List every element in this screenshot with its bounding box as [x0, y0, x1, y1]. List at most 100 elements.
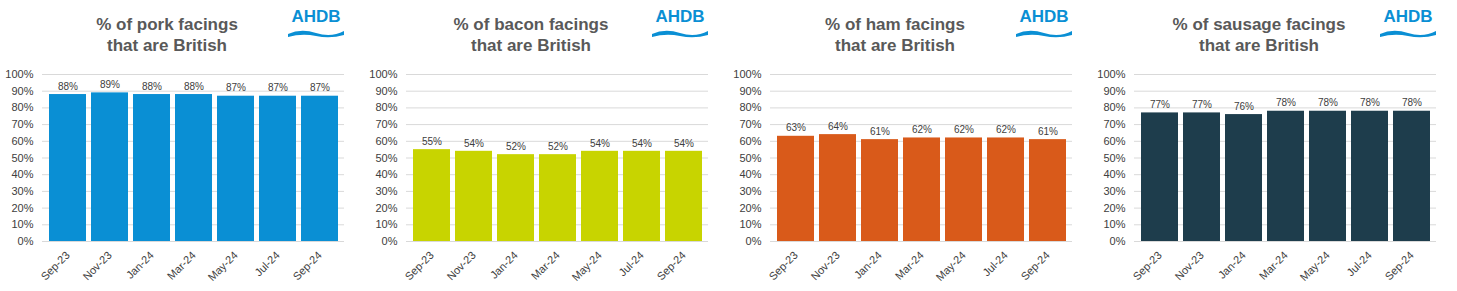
svg-text:Jan-24: Jan-24	[488, 249, 520, 281]
svg-text:50%: 50%	[375, 152, 397, 164]
svg-text:0%: 0%	[746, 235, 762, 247]
svg-text:50%: 50%	[1103, 152, 1125, 164]
svg-text:30%: 30%	[1103, 185, 1125, 197]
svg-text:60%: 60%	[739, 135, 761, 147]
svg-text:52%: 52%	[548, 141, 568, 152]
svg-text:80%: 80%	[11, 101, 33, 113]
svg-text:May-24: May-24	[933, 249, 967, 283]
svg-text:90%: 90%	[1103, 85, 1125, 97]
svg-text:78%: 78%	[1276, 97, 1296, 108]
svg-text:63%: 63%	[786, 122, 806, 133]
svg-text:Nov-23: Nov-23	[1172, 249, 1206, 283]
svg-text:50%: 50%	[11, 152, 33, 164]
svg-text:10%: 10%	[11, 218, 33, 230]
svg-text:Jan-24: Jan-24	[124, 249, 156, 281]
svg-text:Sep-23: Sep-23	[38, 249, 72, 283]
svg-text:87%: 87%	[226, 82, 246, 93]
svg-text:Jul-24: Jul-24	[252, 249, 282, 279]
svg-text:100%: 100%	[369, 68, 397, 80]
svg-text:0%: 0%	[382, 235, 398, 247]
svg-text:80%: 80%	[375, 101, 397, 113]
svg-text:20%: 20%	[11, 202, 33, 214]
svg-text:77%: 77%	[1150, 99, 1170, 110]
svg-text:Jan-24: Jan-24	[852, 249, 884, 281]
svg-text:89%: 89%	[100, 79, 120, 90]
svg-text:50%: 50%	[739, 152, 761, 164]
svg-text:10%: 10%	[375, 218, 397, 230]
svg-text:Sep-24: Sep-24	[654, 249, 688, 283]
svg-text:40%: 40%	[11, 168, 33, 180]
svg-text:Jul-24: Jul-24	[616, 249, 646, 279]
svg-text:Mar-24: Mar-24	[1257, 249, 1290, 282]
svg-text:87%: 87%	[268, 82, 288, 93]
svg-text:60%: 60%	[375, 135, 397, 147]
svg-text:Mar-24: Mar-24	[165, 249, 198, 282]
svg-text:Sep-24: Sep-24	[290, 249, 324, 283]
svg-text:Sep-24: Sep-24	[1382, 249, 1416, 283]
svg-text:55%: 55%	[422, 136, 442, 147]
svg-text:May-24: May-24	[1297, 249, 1331, 283]
svg-text:May-24: May-24	[205, 249, 239, 283]
svg-text:70%: 70%	[1103, 118, 1125, 130]
svg-text:80%: 80%	[1103, 101, 1125, 113]
svg-text:100%: 100%	[733, 68, 761, 80]
svg-text:Nov-23: Nov-23	[808, 249, 842, 283]
svg-text:60%: 60%	[1103, 135, 1125, 147]
svg-text:88%: 88%	[58, 81, 78, 92]
svg-text:40%: 40%	[375, 168, 397, 180]
svg-text:78%: 78%	[1360, 97, 1380, 108]
svg-text:87%: 87%	[310, 82, 330, 93]
svg-text:0%: 0%	[1110, 235, 1126, 247]
svg-text:10%: 10%	[739, 218, 761, 230]
svg-text:30%: 30%	[739, 185, 761, 197]
svg-text:Sep-23: Sep-23	[1130, 249, 1164, 283]
svg-text:76%: 76%	[1234, 101, 1254, 112]
svg-text:Jan-24: Jan-24	[1216, 249, 1248, 281]
svg-text:70%: 70%	[739, 118, 761, 130]
svg-text:62%: 62%	[954, 124, 974, 135]
svg-text:60%: 60%	[11, 135, 33, 147]
svg-text:88%: 88%	[142, 81, 162, 92]
svg-text:70%: 70%	[375, 118, 397, 130]
svg-text:30%: 30%	[11, 185, 33, 197]
svg-text:80%: 80%	[739, 101, 761, 113]
svg-text:54%: 54%	[590, 138, 610, 149]
svg-text:10%: 10%	[1103, 218, 1125, 230]
svg-text:0%: 0%	[18, 235, 34, 247]
svg-text:Nov-23: Nov-23	[80, 249, 114, 283]
svg-text:20%: 20%	[375, 202, 397, 214]
svg-text:Sep-23: Sep-23	[766, 249, 800, 283]
svg-text:40%: 40%	[739, 168, 761, 180]
svg-text:20%: 20%	[1103, 202, 1125, 214]
svg-text:100%: 100%	[5, 68, 33, 80]
svg-text:64%: 64%	[828, 121, 848, 132]
svg-text:61%: 61%	[870, 126, 890, 137]
svg-text:Sep-24: Sep-24	[1018, 249, 1052, 283]
svg-text:Sep-23: Sep-23	[402, 249, 436, 283]
svg-text:54%: 54%	[674, 138, 694, 149]
svg-text:52%: 52%	[506, 141, 526, 152]
svg-text:62%: 62%	[996, 124, 1016, 135]
svg-text:77%: 77%	[1192, 99, 1212, 110]
svg-text:40%: 40%	[1103, 168, 1125, 180]
svg-text:Mar-24: Mar-24	[529, 249, 562, 282]
svg-text:100%: 100%	[1097, 68, 1125, 80]
svg-text:Mar-24: Mar-24	[893, 249, 926, 282]
svg-text:88%: 88%	[184, 81, 204, 92]
svg-text:Jul-24: Jul-24	[1344, 249, 1374, 279]
svg-text:20%: 20%	[739, 202, 761, 214]
svg-text:Nov-23: Nov-23	[444, 249, 478, 283]
svg-text:78%: 78%	[1318, 97, 1338, 108]
svg-text:54%: 54%	[464, 138, 484, 149]
svg-text:30%: 30%	[375, 185, 397, 197]
svg-text:90%: 90%	[375, 85, 397, 97]
svg-text:78%: 78%	[1402, 97, 1422, 108]
svg-text:90%: 90%	[11, 85, 33, 97]
svg-text:70%: 70%	[11, 118, 33, 130]
svg-text:54%: 54%	[632, 138, 652, 149]
svg-text:Jul-24: Jul-24	[980, 249, 1010, 279]
svg-text:61%: 61%	[1038, 126, 1058, 137]
svg-text:62%: 62%	[912, 124, 932, 135]
svg-text:May-24: May-24	[569, 249, 603, 283]
svg-text:90%: 90%	[739, 85, 761, 97]
